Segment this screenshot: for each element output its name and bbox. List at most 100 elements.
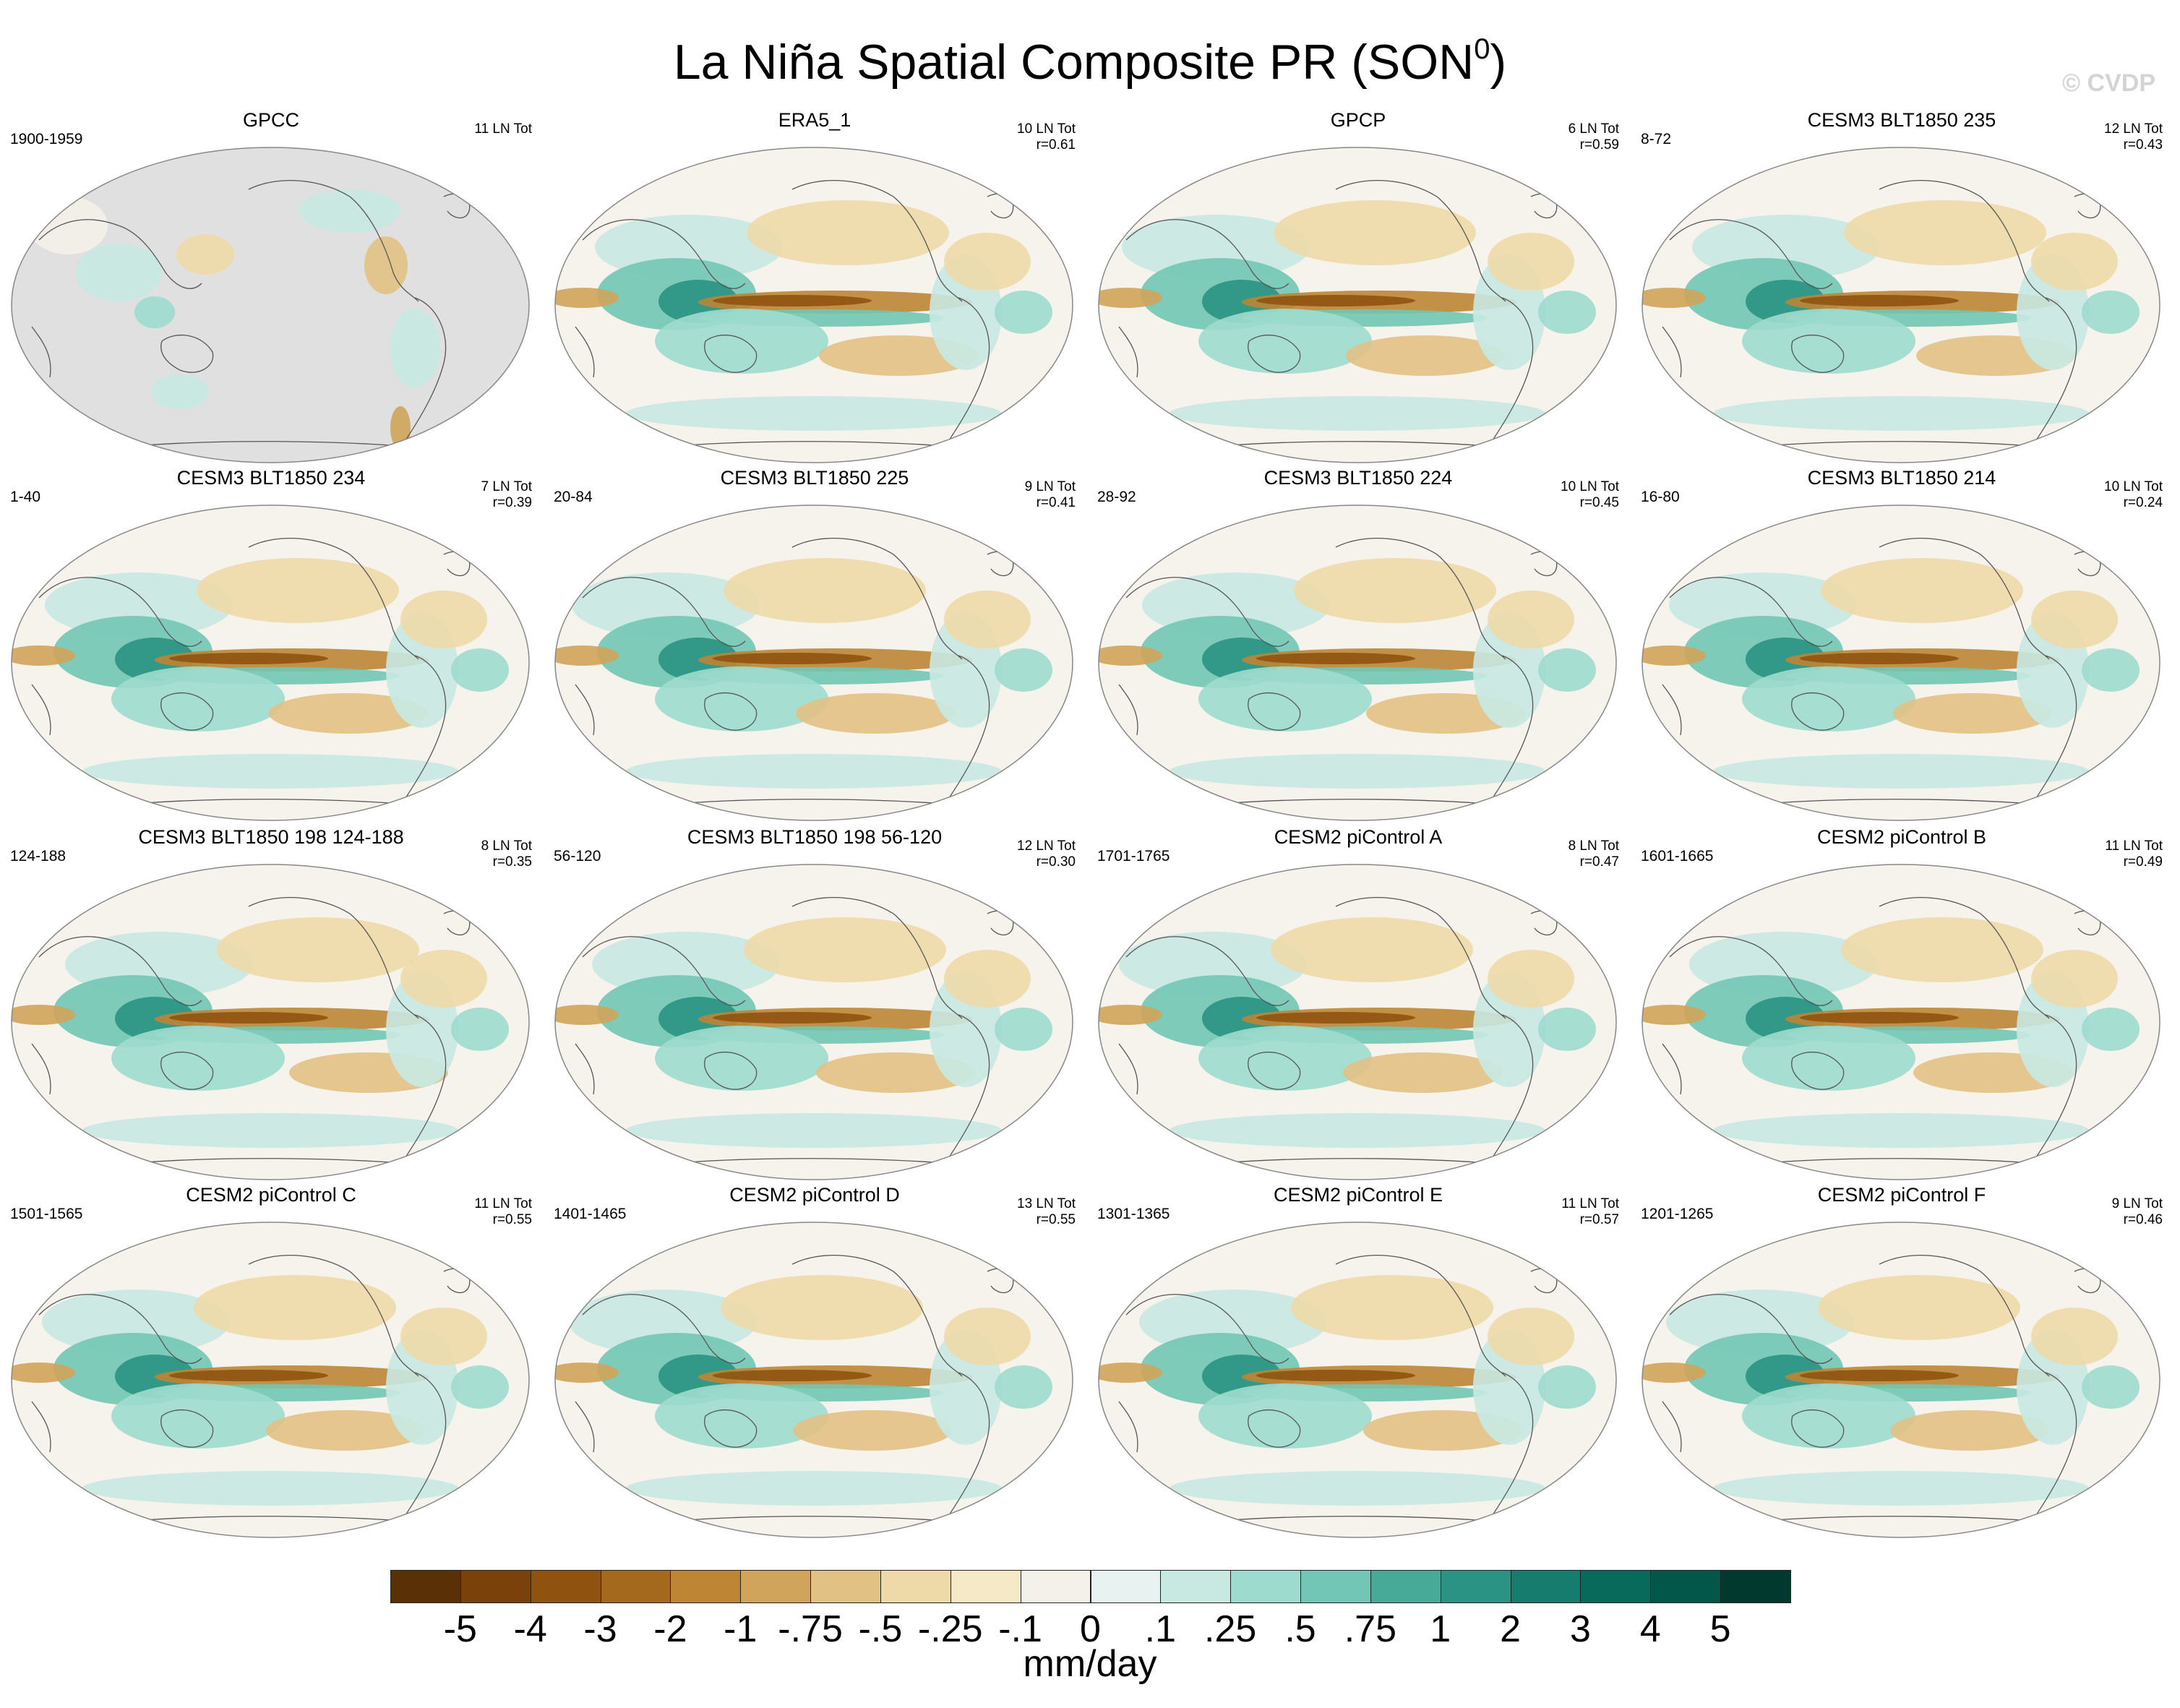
cvdp-watermark: © CVDP — [2062, 69, 2155, 97]
panel-event-count: 11 LN Tot — [474, 1196, 532, 1211]
panel-title: ERA5_1 — [778, 109, 851, 131]
world-map — [1098, 1222, 1617, 1538]
colorbar-segment — [950, 1570, 1021, 1603]
panel-title: GPCP — [1330, 109, 1386, 131]
panel-title: CESM3 BLT1850 214 — [1807, 467, 1996, 489]
map-panel: CESM2 piControl B 1601-1665 11 LN Tot r=0.4… — [1631, 825, 2173, 1180]
figure-title: La Niña Spatial Composite PR (SON0) — [673, 33, 1507, 90]
panel-title: CESM3 BLT1850 225 — [720, 467, 909, 489]
panel-stats: 11 LN Tot r=0.55 — [474, 1196, 532, 1228]
panel-years: 1601-1665 — [1641, 848, 1714, 864]
panel-event-count: 11 LN Tot — [1561, 1196, 1619, 1211]
world-map — [11, 147, 530, 463]
panel-event-count: 13 LN Tot — [1017, 1196, 1076, 1211]
panel-years: 1-40 — [10, 489, 41, 505]
panel-pattern-correlation: r=0.43 — [2123, 137, 2163, 153]
panel-event-count: 8 LN Tot — [1568, 838, 1619, 854]
panel-stats: 9 LN Tot r=0.46 — [2112, 1196, 2163, 1228]
panel-pattern-correlation: r=0.30 — [1036, 854, 1076, 870]
panel-years: 56-120 — [554, 848, 601, 864]
colorbar-tick-label: .1 — [1144, 1608, 1177, 1650]
panel-pattern-correlation: r=0.59 — [1579, 137, 1619, 153]
map-panel: GPCC 1900-1959 11 LN Tot — [0, 108, 542, 463]
map-panel: ERA5_1 10 LN Tot r=0.61 — [544, 108, 1086, 463]
map-panel: CESM3 BLT1850 198 124-188 124-188 8 LN Tot… — [0, 825, 542, 1180]
panel-stats: 10 LN Tot r=0.45 — [1561, 479, 1619, 511]
panel-pattern-correlation: r=0.46 — [2123, 1212, 2163, 1227]
panel-stats: 8 LN Tot r=0.47 — [1569, 838, 1619, 870]
world-map — [11, 1222, 530, 1538]
colorbar-tick-label: 2 — [1500, 1608, 1522, 1650]
colorbar-tick-label: 1 — [1430, 1608, 1451, 1650]
colorbar-segment — [1020, 1570, 1091, 1603]
world-map — [1098, 147, 1617, 463]
panel-years: 1701-1765 — [1097, 848, 1170, 864]
panel-years: 1501-1565 — [10, 1206, 83, 1222]
colorbar-segment — [1720, 1570, 1791, 1603]
panel-title: CESM2 piControl B — [1816, 826, 1987, 848]
world-map — [11, 505, 530, 821]
colorbar-segment — [390, 1570, 461, 1603]
panel-event-count: 10 LN Tot — [2104, 479, 2163, 494]
panel-event-count: 12 LN Tot — [1017, 838, 1076, 854]
panel-years: 8-72 — [1641, 131, 1672, 147]
panel-pattern-correlation: r=0.57 — [1579, 1212, 1619, 1227]
colorbar — [390, 1570, 1791, 1605]
panel-years: 124-188 — [10, 848, 66, 864]
panel-stats: 12 LN Tot r=0.43 — [2104, 121, 2163, 153]
colorbar-tick-label: 0 — [1080, 1608, 1101, 1650]
colorbar-tick-label: -1 — [724, 1608, 758, 1650]
panel-event-count: 11 LN Tot — [2105, 838, 2163, 854]
colorbar-tick-label: -4 — [513, 1608, 547, 1650]
panel-event-count: 11 LN Tot — [474, 121, 532, 137]
colorbar-tick-label: 3 — [1569, 1608, 1591, 1650]
panel-title: CESM3 BLT1850 198 124-188 — [138, 826, 404, 848]
panel-years: 16-80 — [1641, 489, 1680, 505]
colorbar-segment — [670, 1570, 742, 1603]
panel-stats: 6 LN Tot r=0.59 — [1569, 121, 1619, 153]
panel-title: CESM3 BLT1850 235 — [1807, 109, 1996, 131]
world-map — [1642, 505, 2160, 821]
colorbar-tick-label: .5 — [1284, 1608, 1316, 1650]
panel-years: 1201-1265 — [1641, 1206, 1714, 1222]
panel-event-count: 10 LN Tot — [1017, 121, 1076, 137]
panel-stats: 11 LN Tot r=0.49 — [2105, 838, 2163, 870]
colorbar-tick-label: 4 — [1639, 1608, 1661, 1650]
panel-title: CESM2 piControl D — [729, 1184, 900, 1206]
world-map — [554, 505, 1073, 821]
panel-years: 1401-1465 — [554, 1206, 627, 1222]
world-map — [554, 1222, 1073, 1538]
colorbar-tick-label: -3 — [583, 1608, 617, 1650]
panel-pattern-correlation: r=0.45 — [1579, 495, 1619, 510]
panel-years: 28-92 — [1097, 489, 1136, 505]
panel-title: CESM2 piControl C — [186, 1184, 356, 1206]
panel-stats: 8 LN Tot r=0.35 — [481, 838, 532, 870]
panel-years: 1301-1365 — [1097, 1206, 1170, 1222]
panel-event-count: 12 LN Tot — [2104, 121, 2163, 137]
panel-title: CESM2 piControl E — [1273, 1184, 1443, 1206]
map-panel: CESM2 piControl A 1701-1765 8 LN Tot r=0.47 — [1087, 825, 1629, 1180]
panel-stats: 9 LN Tot r=0.41 — [1025, 479, 1076, 511]
panel-title: CESM2 piControl F — [1817, 1184, 1986, 1206]
colorbar-tick-label: 5 — [1709, 1608, 1731, 1650]
panel-event-count: 6 LN Tot — [1568, 121, 1619, 137]
panel-event-count: 9 LN Tot — [2111, 1196, 2163, 1211]
panel-event-count: 7 LN Tot — [481, 479, 532, 494]
colorbar-segment — [810, 1570, 881, 1603]
panel-title: GPCC — [242, 109, 299, 131]
panel-stats: 13 LN Tot r=0.55 — [1017, 1196, 1076, 1228]
panel-pattern-correlation: r=0.39 — [492, 495, 532, 510]
world-map — [11, 864, 530, 1180]
world-map — [1098, 505, 1617, 821]
map-panel: CESM2 piControl E 1301-1365 11 LN Tot r=0.5… — [1087, 1183, 1629, 1538]
panel-stats: 11 LN Tot r=0.57 — [1561, 1196, 1619, 1228]
colorbar-segment — [1090, 1570, 1162, 1603]
map-panel: CESM2 piControl C 1501-1565 11 LN Tot r=0.5… — [0, 1183, 542, 1538]
colorbar-segment — [1510, 1570, 1582, 1603]
map-panel: CESM3 BLT1850 225 20-84 9 LN Tot r=0.41 — [544, 466, 1086, 821]
world-map — [1098, 864, 1617, 1180]
panel-event-count: 8 LN Tot — [481, 838, 532, 854]
colorbar-tick-label: -2 — [653, 1608, 687, 1650]
colorbar-segment — [1650, 1570, 1722, 1603]
map-panel: GPCP 6 LN Tot r=0.59 — [1087, 108, 1629, 463]
